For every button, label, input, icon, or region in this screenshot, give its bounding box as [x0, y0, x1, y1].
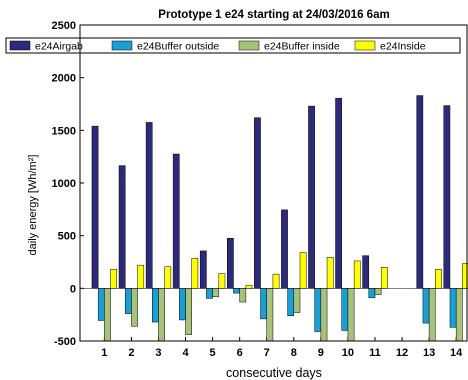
bar-e24buffer-inside-2	[131, 288, 138, 327]
x-tick-label: 14	[450, 347, 463, 359]
bar-e24buffer-outside-9	[314, 288, 322, 332]
bar-e24airgab-3	[145, 122, 153, 289]
bar-e24airgab-14	[443, 105, 451, 289]
bar-e24buffer-outside-6	[233, 288, 240, 294]
bar-e24airgab-10	[335, 97, 342, 289]
bar-e24inside-10	[353, 260, 361, 289]
bar-e24buffer-inside-1	[104, 288, 111, 342]
bar-e24inside-9	[326, 257, 334, 289]
chart-title: Prototype 1 e24 starting at 24/03/2016 6…	[158, 9, 389, 21]
x-tick-label: 3	[155, 347, 161, 359]
bar-e24buffer-outside-10	[341, 288, 349, 331]
bar-e24buffer-outside-1	[97, 288, 105, 321]
bar-e24airgab-7	[254, 117, 261, 289]
legend-swatch	[354, 40, 376, 51]
legend-label: e24Inside	[380, 41, 426, 53]
bar-e24buffer-outside-13	[422, 288, 430, 324]
x-tick-label: 11	[369, 347, 381, 359]
bar-e24airgab-4	[172, 153, 180, 289]
bar-e24inside-7	[272, 273, 280, 289]
y-tick-label: 2000	[52, 73, 76, 85]
bar-e24buffer-outside-7	[260, 288, 267, 320]
legend-label: e24Buffer outside	[137, 41, 219, 53]
y-tick-label: 2500	[52, 20, 76, 32]
legend-label: e24Airgab	[35, 41, 83, 53]
y-tick-label: 500	[58, 231, 76, 243]
x-tick-label: 7	[264, 347, 270, 359]
legend: e24Airgab e24Buffer outside e24Buffer insi…	[5, 37, 461, 54]
x-tick-label: 9	[318, 347, 324, 359]
bar-e24airgab-2	[118, 165, 126, 289]
bar-e24airgab-8	[281, 209, 288, 289]
bar-e24buffer-inside-9	[320, 288, 328, 342]
bar-e24inside-11	[380, 267, 388, 289]
bar-e24buffer-inside-10	[347, 288, 355, 342]
y-tick-label: 1500	[52, 125, 76, 137]
x-tick-label: 6	[237, 347, 243, 359]
legend-label: e24Buffer inside	[264, 41, 340, 53]
bar-e24buffer-inside-7	[266, 288, 274, 342]
x-tick-label: 8	[291, 347, 297, 359]
legend-swatch	[9, 40, 31, 51]
bar-e24airgab-1	[91, 125, 99, 289]
bar-e24buffer-outside-11	[368, 288, 376, 299]
bar-e24buffer-outside-2	[124, 288, 132, 314]
bar-e24inside-3	[164, 266, 172, 289]
bar-e24airgab-5	[199, 250, 207, 289]
y-tick-label: 0	[70, 283, 76, 295]
x-tick-label: 1	[101, 347, 107, 359]
bar-e24buffer-outside-5	[206, 288, 213, 299]
bar-e24airgab-13	[416, 95, 424, 289]
bar-e24buffer-inside-3	[158, 288, 165, 342]
bar-e24buffer-inside-5	[212, 288, 220, 298]
bar-e24inside-2	[137, 264, 145, 289]
plot-frame	[79, 24, 468, 342]
legend-swatch	[238, 40, 260, 51]
bar-e24buffer-inside-14	[455, 288, 463, 342]
bar-e24buffer-outside-14	[449, 288, 457, 328]
bar-e24inside-13	[435, 269, 442, 289]
y-axis: -500 0 500 1000 1500 2000 2500	[52, 20, 84, 348]
bar-e24airgab-6	[227, 238, 234, 289]
bar-e24buffer-outside-8	[287, 288, 295, 316]
bar-e24buffer-inside-6	[239, 288, 247, 303]
y-tick-label: -500	[54, 336, 76, 348]
bar-e24buffer-inside-8	[293, 288, 301, 313]
bar-e24inside-6	[245, 284, 253, 289]
x-axis-label: consecutive days	[226, 366, 322, 380]
x-axis: 1 2 3 4 5 6 7 8 9 10 11 12 13 14	[101, 337, 463, 359]
bar-e24inside-5	[218, 273, 226, 289]
bar-e24buffer-inside-11	[374, 288, 382, 295]
bar-e24buffer-outside-4	[179, 288, 186, 321]
x-tick-label: 4	[182, 347, 189, 359]
bar-e24inside-4	[191, 258, 199, 289]
legend-swatch	[111, 40, 133, 51]
bar-e24airgab-9	[308, 105, 315, 289]
y-axis-label: daily energy [Wh/m²]	[27, 155, 39, 256]
x-tick-label: 12	[396, 347, 408, 359]
x-tick-label: 10	[342, 347, 354, 359]
x-tick-label: 13	[423, 347, 435, 359]
bar-e24buffer-inside-13	[428, 288, 436, 342]
x-tick-label: 2	[128, 347, 134, 359]
bar-e24airgab-11	[362, 255, 370, 289]
bar-e24inside-1	[110, 269, 118, 289]
x-tick-label: 5	[210, 347, 216, 359]
y-tick-label: 1000	[52, 178, 76, 190]
bars	[80, 95, 468, 342]
bar-e24inside-8	[299, 252, 307, 289]
bar-e24buffer-inside-4	[185, 288, 192, 335]
bar-e24buffer-outside-3	[152, 288, 159, 323]
